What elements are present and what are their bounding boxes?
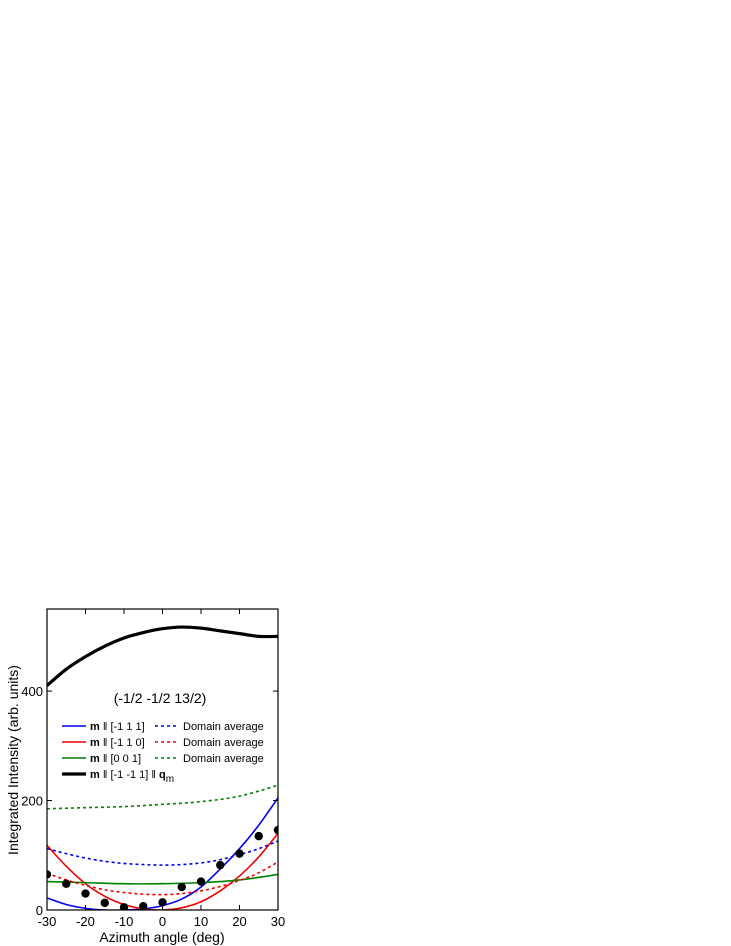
y-axis-title: Integrated Intensity (arb. units): [5, 665, 21, 855]
x-axis-title: Azimuth angle (deg): [99, 929, 224, 945]
x-tick-label: -30: [38, 914, 57, 929]
x-tick-label: -10: [115, 914, 134, 929]
data-point: [47, 870, 52, 879]
y-tick-label: 400: [21, 684, 43, 699]
legend-label-d110: Domain average: [183, 737, 264, 749]
series-line-s110: [47, 832, 278, 910]
legend-label-d111: Domain average: [183, 721, 264, 733]
chart-annotation: (-1/2 -1/2 13/2): [114, 690, 207, 706]
legend-label-s110: m ‖ [-1 1 0]: [90, 737, 145, 749]
y-tick-label: 0: [36, 903, 43, 918]
x-tick-label: -20: [76, 914, 95, 929]
series-line-s001: [47, 873, 278, 885]
data-point: [177, 882, 186, 892]
data-point: [100, 898, 109, 908]
data-point: [139, 901, 148, 910]
y-tick-label: 200: [21, 794, 43, 809]
x-tick-label: 30: [271, 914, 285, 929]
x-tick-label: 10: [194, 914, 208, 929]
legend-label-s001: m ‖ [0 0 1]: [90, 753, 141, 765]
legend-label-s111: m ‖ [-1 1 1]: [90, 721, 145, 733]
plot-content: [47, 625, 278, 910]
series-line-d001: [47, 784, 278, 810]
data-point: [216, 860, 225, 870]
x-tick-label: 0: [159, 914, 166, 929]
legend-label-sqm: m ‖ [-1 -1 1] ‖ qm: [90, 769, 174, 785]
legend: m ‖ [-1 1 1] Domain average m ‖ [-1 1 0] Do…: [62, 721, 264, 785]
x-axis: -30 -20 -10 0 10 20 30: [38, 609, 285, 929]
x-tick-label: 20: [232, 914, 246, 929]
legend-label-d001: Domain average: [183, 753, 264, 765]
y-axis: 0 200 400: [21, 684, 278, 918]
data-point: [81, 889, 90, 898]
data-point: [62, 879, 71, 888]
data-point: [254, 831, 263, 841]
data-point: [273, 825, 278, 835]
series-line-sqm: [47, 625, 278, 687]
data-point: [158, 898, 167, 907]
series-line-d110: [47, 861, 278, 896]
data-point: [196, 877, 206, 886]
data-point: [235, 849, 244, 858]
